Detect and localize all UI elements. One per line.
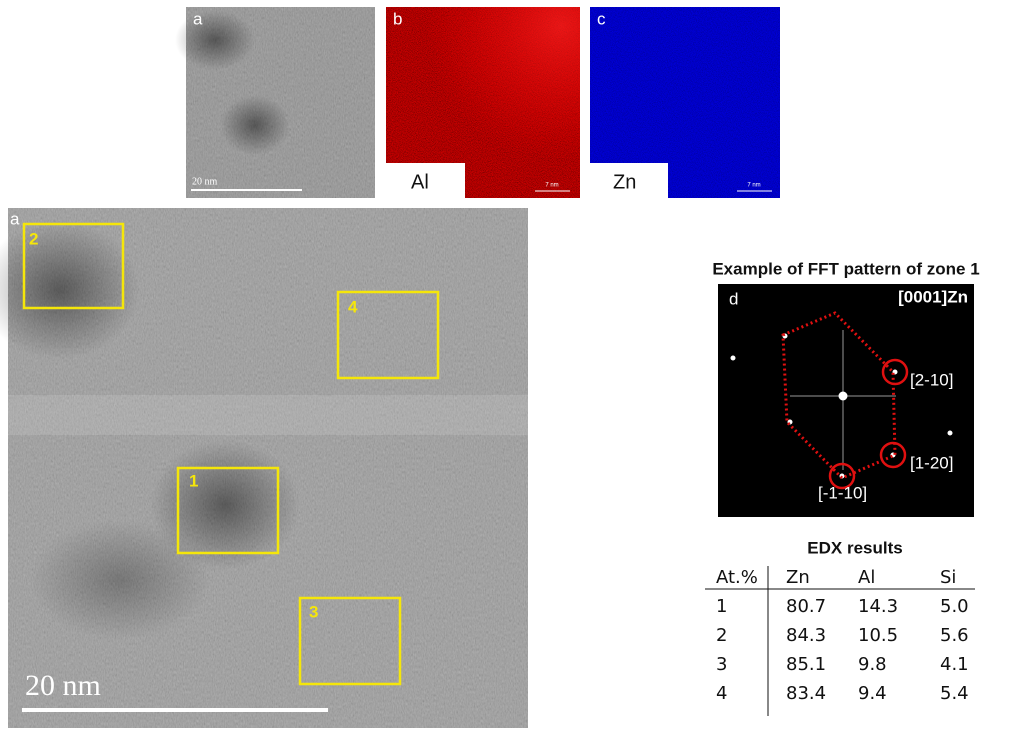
element-label: Zn	[613, 171, 636, 193]
spot	[839, 392, 847, 400]
spot-label: [-1-10]	[818, 483, 867, 502]
scale-bar-label: 7 nm	[545, 183, 558, 189]
table-cell: 5.0	[940, 596, 969, 617]
scale-bar-label: 20 nm	[25, 669, 101, 702]
table-cell: 9.8	[858, 654, 887, 675]
table-cell: 10.5	[858, 625, 898, 646]
table-title: EDX results	[807, 538, 902, 557]
zone-label: 3	[309, 602, 318, 621]
shade	[220, 95, 290, 155]
spot-label: [1-20]	[910, 453, 953, 472]
table-cell: 5.4	[940, 683, 969, 704]
table-cell: 2	[716, 625, 727, 646]
panel-label: d	[729, 289, 738, 308]
shade	[175, 10, 255, 70]
table-cell: 4.1	[940, 654, 969, 675]
zone-label: 4	[348, 297, 358, 316]
fft-panel: Example of FFT pattern of zone 1 d [0001…	[712, 259, 979, 517]
scale-bar-label: 7 nm	[747, 183, 760, 189]
table-cell: 85.1	[786, 654, 826, 675]
table-header: At.%	[716, 567, 758, 588]
table-header: Al	[858, 567, 875, 588]
panel-label: a	[193, 9, 203, 28]
panel-b: b Al 7 nm	[386, 7, 580, 198]
edx-table: EDX results At.% Zn Al Si 1 80.7 14.3 5.0 2 84.3 1…	[705, 538, 975, 716]
table-cell: 4	[716, 683, 727, 704]
panel-label: a	[10, 209, 20, 228]
panel-c: c Zn 7 nm	[590, 7, 780, 198]
spot-label: [2-10]	[910, 370, 953, 389]
table-cells: At.% Zn Al Si 1 80.7 14.3 5.0 2 84.3 10.5 5.6 3 85.1 9…	[716, 567, 969, 704]
page: {"top_panels": [ {"label": "a", "scale_b…	[0, 0, 1014, 728]
main-image: a 2 4 1 3 20 nm	[0, 208, 528, 728]
zone-label: 1	[189, 471, 198, 490]
fft-title: Example of FFT pattern of zone 1	[712, 259, 979, 278]
bright-band	[8, 395, 528, 435]
table-cell: 84.3	[786, 625, 826, 646]
scale-bar-label: 20 nm	[192, 176, 218, 187]
table-header: Si	[940, 567, 956, 588]
panel-label: b	[393, 9, 402, 28]
table-cell: 5.6	[940, 625, 969, 646]
panel-label: c	[597, 9, 606, 28]
element-label: Al	[411, 171, 429, 193]
panel-a-small: a 20 nm	[175, 7, 375, 198]
table-cell: 83.4	[786, 683, 826, 704]
table-cell: 3	[716, 654, 727, 675]
zone-axis: [0001]Zn	[898, 287, 968, 306]
spot	[731, 356, 735, 360]
table-cell: 80.7	[786, 596, 826, 617]
spot	[948, 431, 952, 435]
table-cell: 14.3	[858, 596, 898, 617]
figure: a 20 nm b Al 7 nm c Zn 7 nm a	[0, 0, 1014, 728]
table-cell: 9.4	[858, 683, 887, 704]
table-header: Zn	[786, 567, 810, 588]
zone-label: 2	[29, 229, 38, 248]
table-cell: 1	[716, 596, 727, 617]
fft-image	[718, 284, 974, 517]
shade	[30, 520, 210, 640]
